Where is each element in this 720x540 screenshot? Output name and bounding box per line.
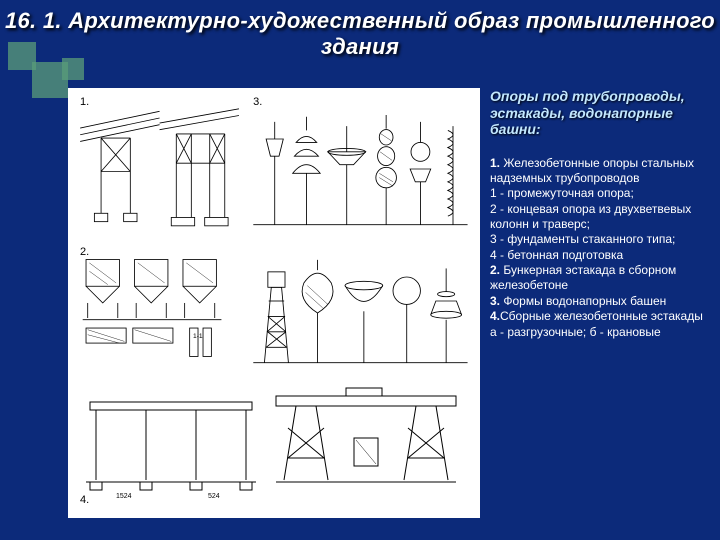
figure-label-4: 4. [80,494,89,506]
support-drawing-icon [76,94,243,244]
figure-cell-towers2 [249,244,472,382]
desc-p2-bold: 2. [490,263,500,277]
svg-text:1524: 1524 [116,493,132,500]
figure-cell-3: 3. [249,94,472,244]
figure-cell-1: 1. [76,94,243,244]
figure-label-1: 1. [80,96,89,108]
desc-p1-bold: 1. [490,156,500,170]
deco-square-3 [62,58,84,80]
desc-p2: Бункерная эстакада в сборном железобетон… [490,263,676,292]
desc-l2: 2 - концевая опора из двухветвевых колон… [490,202,691,231]
figure-caption: Опоры под трубопроводы, эстакады, водона… [490,88,708,138]
bunker-trestle-icon: 1-1 [76,244,243,382]
desc-l1: 1 - промежуточная опора; [490,186,634,200]
figure-cell-4: 4. [76,382,472,508]
desc-p4: Сборные железобетонные эстакады [500,309,703,323]
desc-l5: а - разгрузочные; б - крановые [490,325,661,339]
precast-trestles-icon: 1524 524 [76,382,472,508]
figure-label-2: 2. [80,246,89,258]
desc-p1: Железобетонные опоры стальных надземных … [490,156,694,185]
desc-p4-bold: 4. [490,309,500,323]
figure-panel: 1. [68,88,480,518]
desc-p3-bold: 3. [490,294,500,308]
desc-l4: 4 - бетонная подготовка [490,248,623,262]
water-towers-row1-icon [249,94,472,244]
figure-cell-2: 2. [76,244,243,382]
desc-l3: 3 - фундаменты стаканного типа; [490,232,675,246]
figure-label-3: 3. [253,96,262,108]
text-column: Опоры под трубопроводы, эстакады, водона… [490,88,708,340]
svg-text:524: 524 [208,493,220,500]
water-towers-row2-icon [249,244,472,382]
page-title-wrap: 16. 1. Архитектурно-художественный образ… [0,8,720,60]
desc-p3: Формы водонапорных башен [500,294,666,308]
page-title: 16. 1. Архитектурно-художественный образ… [0,8,720,60]
figure-description: 1. Железобетонные опоры стальных надземн… [490,156,708,340]
